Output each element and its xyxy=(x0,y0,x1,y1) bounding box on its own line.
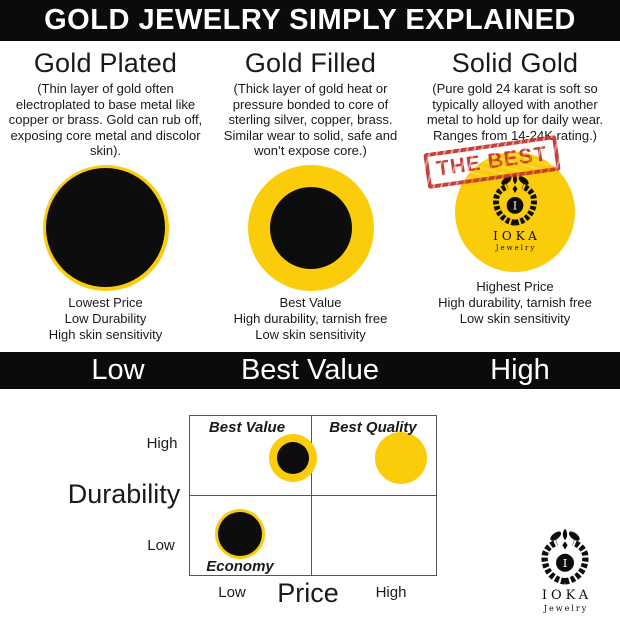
attribute-line: High skin sensitivity xyxy=(48,326,163,342)
durability-price-chart: Best Value Best Quality Economy Durabili… xyxy=(0,395,620,620)
page-title: GOLD JEWELRY SIMPLY EXPLAINED xyxy=(44,4,576,36)
column-gold-plated: Gold Plated (Thin layer of gold often el… xyxy=(3,46,208,343)
ioka-logo-name: IOKA xyxy=(493,228,541,243)
scale-label-low: Low xyxy=(91,354,145,386)
column-attributes: Lowest Price Low Durability High skin se… xyxy=(3,295,208,343)
column-title: Gold Filled xyxy=(244,48,377,78)
column-description: (Thick layer of gold heat or pressure bo… xyxy=(223,81,398,158)
footer-brand-logo: IOKA Jewelry xyxy=(531,528,599,613)
chart-point-economy xyxy=(215,509,265,559)
y-axis-title: Durability xyxy=(67,479,181,509)
attribute-line: High durability, tarnish free xyxy=(438,295,592,310)
y-tick-high: High xyxy=(146,435,178,452)
column-title: Solid Gold xyxy=(451,48,579,78)
attribute-line: Highest Price xyxy=(476,279,554,294)
attribute-line: Low Durability xyxy=(64,310,147,326)
column-attributes: Best Value High durability, tarnish free… xyxy=(208,295,413,343)
column-solid-gold: Solid Gold (Pure gold 24 karat is soft s… xyxy=(413,46,617,343)
chart-point-best-quality xyxy=(375,432,427,484)
solid-gold-coin: IOKA Jewelry xyxy=(455,152,575,272)
attribute-line: Low skin sensitivity xyxy=(255,326,366,342)
y-tick-low: Low xyxy=(147,537,175,554)
column-description: (Pure gold 24 karat is soft so typically… xyxy=(426,81,604,143)
scale-label-high: High xyxy=(490,354,550,386)
attribute-line: Lowest Price xyxy=(68,294,143,310)
column-description: (Thin layer of gold often electroplated … xyxy=(8,81,203,158)
x-tick-high: High xyxy=(375,584,407,601)
x-tick-low: Low xyxy=(218,584,246,601)
column-gold-filled: Gold Filled (Thick layer of gold heat or… xyxy=(208,46,413,343)
x-axis-title: Price xyxy=(277,578,339,608)
ioka-logo-subtitle: Jewelry xyxy=(495,243,537,252)
gold-plated-illustration xyxy=(3,164,208,292)
ioka-logo-name: IOKA xyxy=(541,588,593,603)
title-bar: GOLD JEWELRY SIMPLY EXPLAINED xyxy=(0,0,620,41)
scale-label-best-value: Best Value xyxy=(240,354,380,386)
gold-filled-coin xyxy=(247,164,374,291)
gold-filled-illustration xyxy=(208,164,413,292)
quadrant-label-economy: Economy xyxy=(206,558,274,575)
base-metal-core xyxy=(46,168,165,287)
price-scale-bar: Low Best Value High xyxy=(0,352,620,389)
gold-plated-coin xyxy=(42,164,169,291)
ioka-crest-icon xyxy=(487,173,543,227)
column-attributes: Highest Price High durability, tarnish f… xyxy=(413,279,617,327)
solid-gold-illustration: THE BEST IOKA Jewelry xyxy=(413,134,617,276)
chart-horizontal-divider xyxy=(190,495,436,496)
attribute-line: High durability, tarnish free xyxy=(233,310,388,326)
quadrant-label-best-value: Best Value xyxy=(208,419,286,436)
columns-section: Gold Plated (Thin layer of gold often el… xyxy=(3,46,617,343)
column-title: Gold Plated xyxy=(33,48,178,78)
ioka-logo-subtitle: Jewelry xyxy=(543,604,589,613)
attribute-line: Low skin sensitivity xyxy=(459,311,571,326)
quadrant-label-best-quality: Best Quality xyxy=(329,419,417,436)
ioka-crest-icon xyxy=(534,528,596,586)
chart-point-best-value xyxy=(269,434,317,482)
base-metal-core xyxy=(269,186,352,269)
attribute-line: Best Value xyxy=(279,294,342,310)
